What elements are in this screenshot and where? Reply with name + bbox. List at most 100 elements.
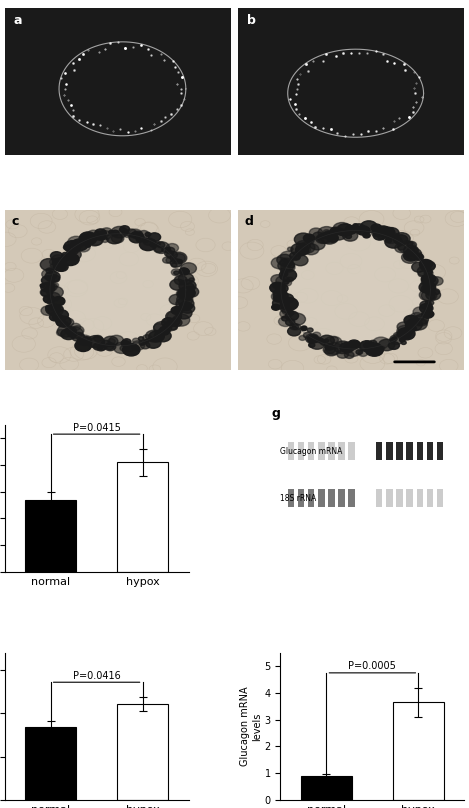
Circle shape — [285, 305, 289, 308]
Circle shape — [157, 242, 165, 248]
Circle shape — [369, 340, 377, 346]
Circle shape — [302, 326, 307, 330]
Circle shape — [155, 335, 163, 340]
FancyBboxPatch shape — [376, 490, 383, 507]
Circle shape — [401, 251, 418, 263]
Circle shape — [154, 330, 171, 342]
Circle shape — [280, 269, 296, 281]
Circle shape — [155, 246, 163, 252]
Circle shape — [97, 346, 105, 351]
FancyBboxPatch shape — [298, 490, 304, 507]
Circle shape — [288, 310, 294, 315]
Circle shape — [353, 224, 358, 228]
Circle shape — [87, 341, 92, 344]
FancyBboxPatch shape — [416, 443, 423, 460]
Circle shape — [413, 307, 427, 317]
Circle shape — [112, 234, 124, 243]
Text: P=0.0416: P=0.0416 — [73, 671, 121, 681]
Circle shape — [424, 284, 435, 292]
Circle shape — [343, 345, 350, 349]
Circle shape — [129, 232, 144, 243]
Circle shape — [171, 269, 181, 276]
Circle shape — [166, 243, 179, 252]
Circle shape — [324, 339, 329, 343]
FancyBboxPatch shape — [427, 490, 433, 507]
FancyBboxPatch shape — [407, 443, 413, 460]
Circle shape — [57, 330, 66, 336]
Circle shape — [333, 222, 351, 235]
Circle shape — [327, 234, 338, 242]
Circle shape — [140, 342, 150, 349]
Circle shape — [393, 333, 400, 337]
FancyBboxPatch shape — [386, 443, 393, 460]
Circle shape — [288, 314, 305, 325]
Circle shape — [61, 255, 70, 261]
Circle shape — [45, 305, 52, 309]
Circle shape — [406, 322, 415, 329]
Circle shape — [41, 282, 54, 292]
Bar — [25, 499, 76, 572]
Circle shape — [425, 308, 431, 312]
Circle shape — [183, 286, 199, 297]
Circle shape — [166, 247, 175, 254]
Circle shape — [359, 341, 375, 351]
Circle shape — [176, 297, 194, 310]
Bar — [25, 727, 76, 800]
Circle shape — [129, 229, 142, 238]
Circle shape — [423, 280, 431, 285]
Circle shape — [424, 270, 433, 276]
Circle shape — [118, 229, 128, 235]
Circle shape — [285, 311, 299, 321]
Circle shape — [373, 231, 386, 240]
Circle shape — [307, 328, 313, 332]
Circle shape — [157, 329, 166, 336]
Circle shape — [54, 258, 66, 266]
Circle shape — [392, 337, 397, 341]
Circle shape — [431, 277, 443, 285]
Circle shape — [56, 316, 65, 322]
Circle shape — [177, 294, 193, 305]
Circle shape — [344, 351, 354, 359]
Circle shape — [101, 238, 108, 242]
Circle shape — [273, 288, 287, 298]
Circle shape — [425, 270, 432, 274]
Text: 18S rRNA: 18S rRNA — [280, 494, 316, 503]
Circle shape — [287, 277, 294, 282]
Circle shape — [120, 225, 129, 233]
Circle shape — [301, 326, 307, 330]
Circle shape — [281, 271, 288, 276]
Bar — [117, 704, 168, 800]
Circle shape — [77, 242, 90, 252]
Circle shape — [384, 228, 399, 238]
Circle shape — [106, 233, 122, 244]
Circle shape — [171, 306, 182, 314]
Circle shape — [50, 264, 55, 267]
Circle shape — [165, 250, 174, 257]
Circle shape — [149, 331, 164, 342]
Circle shape — [66, 249, 81, 260]
Circle shape — [271, 257, 287, 269]
Circle shape — [77, 335, 92, 346]
Circle shape — [386, 238, 392, 242]
Circle shape — [180, 270, 187, 275]
FancyBboxPatch shape — [288, 490, 294, 507]
Circle shape — [348, 340, 360, 349]
Circle shape — [55, 263, 68, 271]
Circle shape — [170, 252, 187, 263]
Circle shape — [400, 338, 405, 342]
Circle shape — [296, 241, 310, 250]
Circle shape — [161, 248, 167, 251]
Circle shape — [53, 259, 64, 267]
Circle shape — [113, 343, 129, 353]
FancyBboxPatch shape — [437, 490, 443, 507]
Circle shape — [71, 326, 84, 335]
Circle shape — [340, 343, 354, 352]
Circle shape — [178, 288, 191, 297]
Circle shape — [70, 323, 81, 330]
Circle shape — [41, 288, 53, 297]
Circle shape — [276, 276, 289, 286]
Circle shape — [365, 343, 383, 356]
Circle shape — [292, 324, 301, 330]
Circle shape — [272, 291, 287, 302]
Circle shape — [271, 275, 285, 284]
